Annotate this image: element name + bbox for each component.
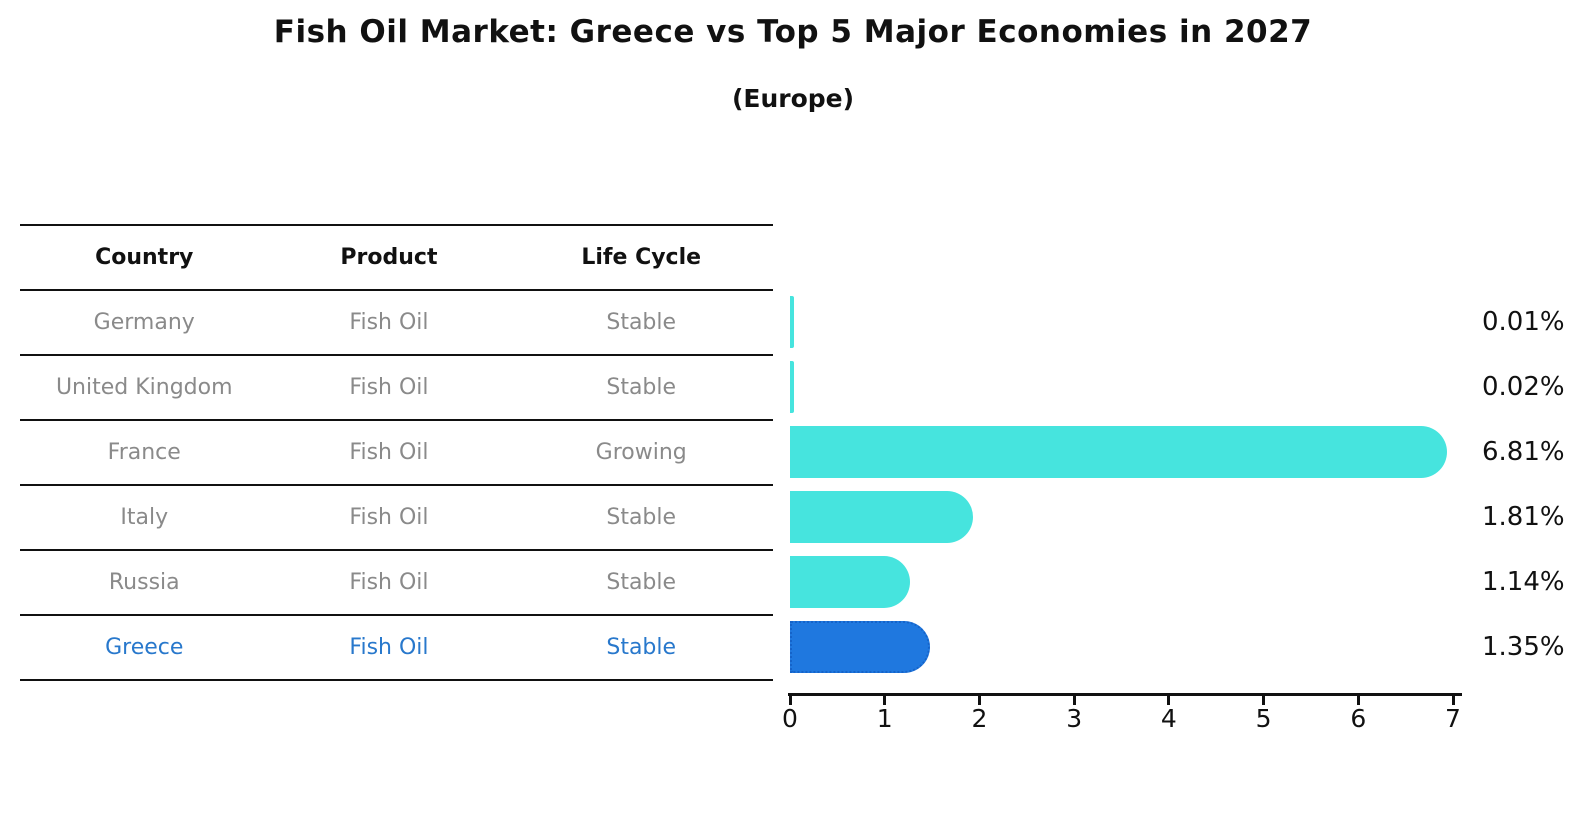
chart-title: Fish Oil Market: Greece vs Top 5 Major E… [273, 14, 1313, 50]
x-axis-tick-mark [883, 696, 887, 705]
cell-lifecycle: Growing [595, 440, 687, 465]
cell-country: Germany [93, 310, 195, 335]
table-row-italy: Italy Fish Oil Stable [20, 484, 773, 549]
x-axis-tick-label: 0 [782, 704, 798, 733]
x-axis-tick-mark [1167, 696, 1171, 705]
table-row-germany: Germany Fish Oil Stable [20, 289, 773, 354]
country-info-table: Country Product Life Cycle Germany Fish … [20, 224, 773, 681]
cell-lifecycle: Stable [606, 635, 677, 660]
table-row-greece: Greece Fish Oil Stable [20, 614, 773, 679]
column-header-product: Product [340, 245, 438, 270]
x-axis-tick-label: 5 [1255, 704, 1272, 733]
table-row-russia: Russia Fish Oil Stable [20, 549, 773, 614]
cell-lifecycle: Stable [606, 505, 677, 530]
cell-country: France [107, 440, 181, 465]
value-label-russia: 1.14% [1482, 567, 1565, 597]
cell-country: Russia [108, 570, 180, 595]
table-header-row: Country Product Life Cycle [20, 224, 773, 289]
value-label-greece: 1.35% [1482, 632, 1565, 662]
cell-country: United Kingdom [55, 375, 233, 400]
cell-product: Fish Oil [349, 375, 429, 400]
bar-united-kingdom [790, 361, 794, 413]
column-header-lifecycle: Life Cycle [581, 245, 702, 270]
cell-lifecycle: Stable [606, 375, 677, 400]
cell-country: Italy [120, 505, 169, 530]
cell-product: Fish Oil [349, 310, 429, 335]
x-axis-tick-mark [1262, 696, 1266, 705]
x-axis-tick-label: 1 [876, 704, 893, 733]
x-axis-tick-label: 7 [1445, 704, 1461, 733]
table-row-united-kingdom: United Kingdom Fish Oil Stable [20, 354, 773, 419]
x-axis-tick-mark [1356, 696, 1360, 705]
value-label-united-kingdom: 0.02% [1482, 372, 1565, 402]
x-axis-tick-label: 6 [1350, 704, 1367, 733]
cell-product: Fish Oil [349, 635, 429, 660]
value-label-germany: 0.01% [1482, 307, 1565, 337]
cell-product: Fish Oil [349, 440, 429, 465]
bar-germany [790, 296, 794, 348]
value-label-italy: 1.81% [1482, 502, 1565, 532]
x-axis-tick-label: 3 [1066, 704, 1083, 733]
x-axis-tick-label: 2 [971, 704, 988, 733]
bar-italy [790, 491, 974, 543]
x-axis-tick-label: 4 [1160, 704, 1177, 733]
column-header-country: Country [95, 245, 194, 270]
x-axis-tick-mark [977, 696, 981, 705]
cell-lifecycle: Stable [606, 310, 677, 335]
cell-product: Fish Oil [349, 570, 429, 595]
bar-russia [790, 556, 910, 608]
x-axis-tick-mark [788, 696, 792, 705]
cell-lifecycle: Stable [606, 570, 677, 595]
x-axis-tick-mark [1072, 696, 1076, 705]
cell-country: Greece [105, 635, 184, 660]
x-axis-line [788, 693, 1462, 696]
table-row-france: France Fish Oil Growing [20, 419, 773, 484]
bar-greece-highlighted [790, 621, 930, 673]
chart-subtitle: (Europe) [731, 84, 855, 113]
x-axis-tick-mark [1451, 696, 1455, 705]
cell-product: Fish Oil [349, 505, 429, 530]
bar-france [790, 426, 1447, 478]
value-label-france: 6.81% [1482, 437, 1565, 467]
